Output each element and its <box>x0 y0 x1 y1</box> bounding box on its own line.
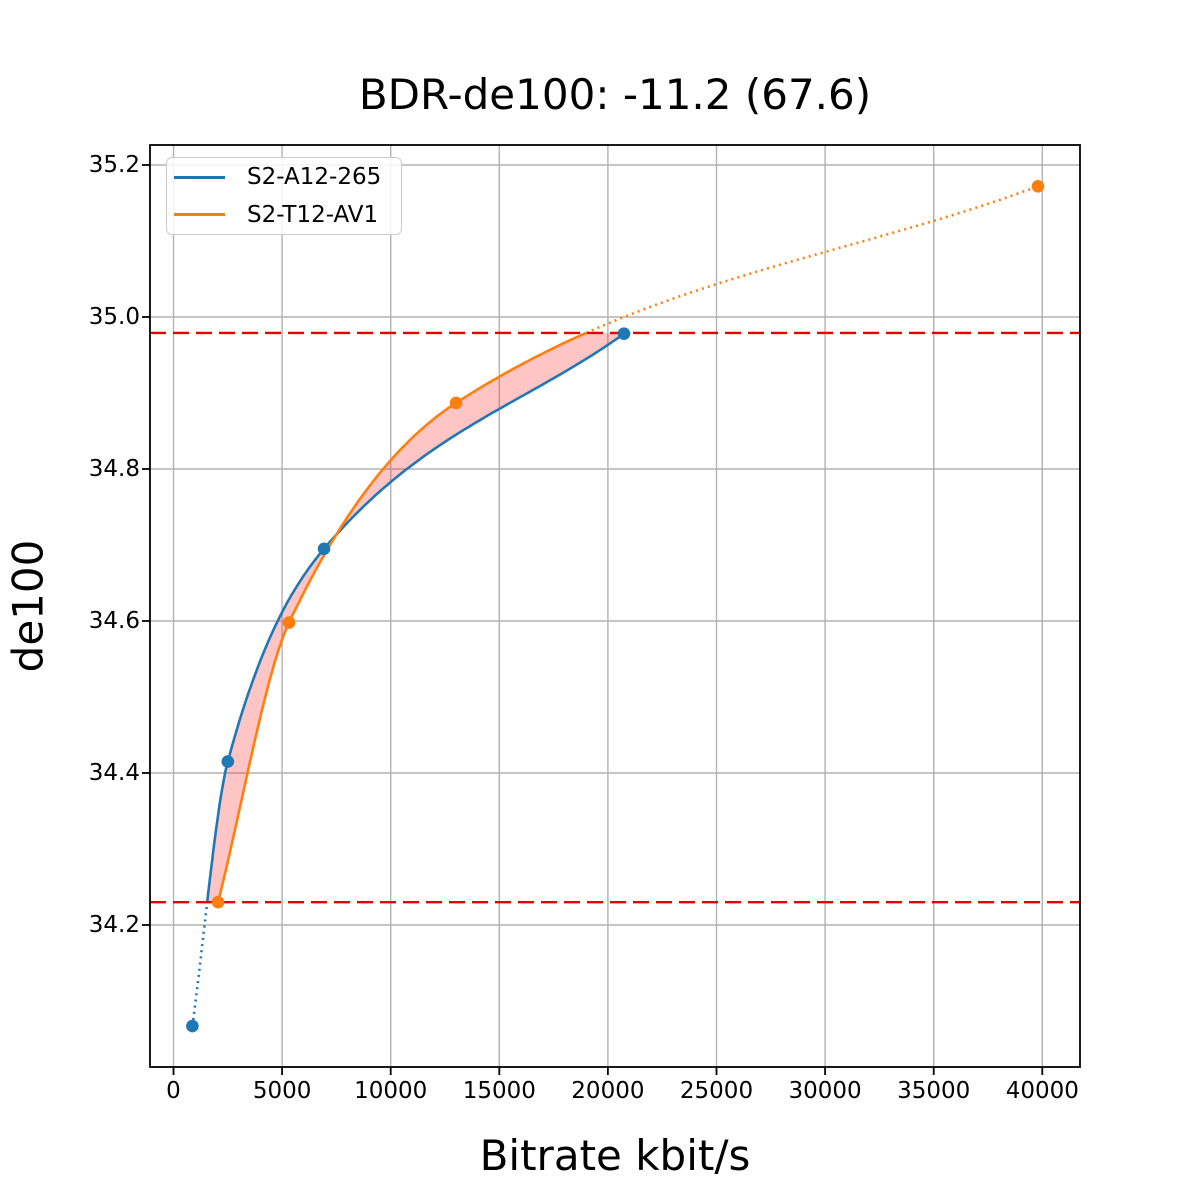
x-tick-label: 30000 <box>788 1078 862 1104</box>
y-axis-label: de100 <box>3 539 53 673</box>
series-s2-a12-265-curve <box>205 332 625 903</box>
series-s2-a12-265-dotted-segment <box>191 901 209 1027</box>
data-point-s2-a12-265 <box>317 542 331 556</box>
y-tick-label: 34.4 <box>88 760 140 786</box>
y-tick-label: 35.2 <box>88 152 140 178</box>
legend-item-s2-t12-av1: S2-T12-AV1 <box>167 197 401 233</box>
data-point-s2-a12-265 <box>617 327 631 341</box>
x-tick-label: 15000 <box>462 1078 536 1104</box>
y-tick-label: 35.0 <box>88 304 140 330</box>
data-point-s2-a12-265 <box>186 1019 199 1033</box>
legend-line-sample-blue <box>174 175 225 179</box>
x-tick-label: 40000 <box>1005 1078 1079 1104</box>
chart-title: BDR-de100: -11.2 (67.6) <box>358 70 872 119</box>
x-axis-label: Bitrate kbit/s <box>479 1131 751 1180</box>
x-tick-label: 10000 <box>354 1078 428 1104</box>
data-point-s2-a12-265 <box>221 755 235 768</box>
x-tick-label: 5000 <box>252 1078 312 1104</box>
legend: S2-A12-265 S2-T12-AV1 <box>166 157 402 235</box>
x-tick-label: 25000 <box>679 1078 754 1104</box>
x-tick-label: 35000 <box>897 1078 971 1104</box>
data-point-s2-t12-av1 <box>211 895 225 909</box>
data-point-s2-t12-av1 <box>282 616 296 629</box>
legend-item-s2-a12-265: S2-A12-265 <box>167 159 401 195</box>
y-tick-label: 34.8 <box>88 456 140 482</box>
y-tick-label: 34.2 <box>88 912 140 938</box>
legend-label: S2-A12-265 <box>247 164 382 191</box>
x-tick-label: 0 <box>166 1078 181 1104</box>
series-s2-t12-av1-curve <box>216 331 587 903</box>
series-s2-t12-av1-dotted-segment <box>585 185 1039 335</box>
data-point-s2-t12-av1 <box>449 396 463 410</box>
legend-label: S2-T12-AV1 <box>247 201 379 228</box>
data-point-s2-t12-av1 <box>1031 179 1045 193</box>
x-tick-label: 20000 <box>571 1078 645 1104</box>
legend-line-sample-orange <box>174 213 225 217</box>
bd-overlap-shaded-region <box>207 333 624 903</box>
axes-spines <box>149 144 1081 1068</box>
y-tick-label: 34.6 <box>88 608 140 634</box>
